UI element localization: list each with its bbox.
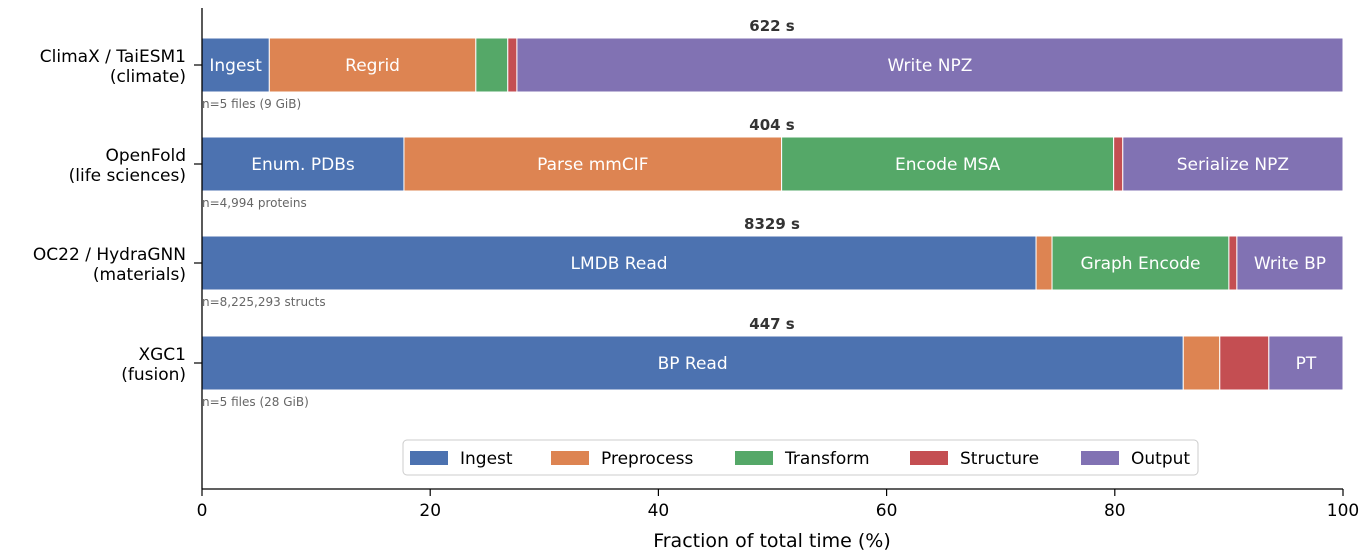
bars-layer [201, 37, 1344, 391]
category-label: (materials) [93, 265, 186, 285]
segment-label: Serialize NPZ [1177, 155, 1289, 175]
bar-segment-transform [1051, 235, 1230, 291]
total-time-label: 447 s [749, 315, 795, 333]
bar-segment-preprocess [1035, 235, 1053, 291]
bar-segment-output [1122, 136, 1344, 192]
sample-size-note: n=5 files (9 GiB) [202, 97, 301, 111]
segment-label: Ingest [209, 56, 262, 76]
segment-label: Write BP [1254, 254, 1326, 274]
bar-segment-transform [781, 136, 1115, 192]
legend-swatch-structure [910, 451, 948, 465]
x-axis-label: Fraction of total time (%) [653, 530, 891, 550]
bar-segment-output [1236, 235, 1344, 291]
bar-segment-output [516, 37, 1344, 93]
bar-segment-preprocess [268, 37, 477, 93]
segment-label: Write NPZ [888, 56, 973, 76]
total-time-label: 622 s [749, 17, 795, 35]
legend: Ingest Preprocess Transform Structure Output [402, 439, 1199, 476]
segment-label: Encode MSA [895, 155, 1001, 175]
x-tick-label: 80 [1104, 501, 1126, 521]
segment-label: Enum. PDBs [251, 155, 355, 175]
sample-size-note: n=4,994 proteins [202, 196, 307, 210]
legend-label: Structure [960, 449, 1039, 469]
x-tick-label: 40 [648, 501, 670, 521]
bar-segment-transform [475, 37, 509, 93]
legend-label: Preprocess [601, 449, 693, 469]
bar-segment-structure [1228, 235, 1238, 291]
legend-frame [402, 439, 1199, 476]
legend-label: Ingest [460, 449, 513, 469]
bar-segment-preprocess [403, 136, 783, 192]
bar-segment-structure [1113, 136, 1124, 192]
bar-segment-output [1268, 335, 1344, 391]
legend-swatch-ingest [410, 451, 448, 465]
x-tick-label: 0 [197, 501, 208, 521]
annotations-layer: Ingest Regrid Write NPZ 622 s n=5 files (9 G… [202, 17, 1326, 409]
segment-label: Graph Encode [1080, 254, 1200, 274]
legend-label: Output [1131, 449, 1190, 469]
category-label: OC22 / HydraGNN [33, 245, 186, 265]
category-label: ClimaX / TaiESM1 [40, 47, 186, 67]
segment-label: LMDB Read [571, 254, 668, 274]
sample-size-note: n=5 files (28 GiB) [202, 395, 309, 409]
legend-label: Transform [784, 449, 870, 469]
bar-segment-structure [1219, 335, 1270, 391]
x-tick-label: 60 [876, 501, 898, 521]
legend-swatch-preprocess [551, 451, 589, 465]
x-tick-label: 20 [419, 501, 441, 521]
category-label: (climate) [110, 67, 186, 87]
legend-swatch-transform [735, 451, 773, 465]
bar-segment-structure [507, 37, 518, 93]
category-label: OpenFold [106, 146, 187, 166]
sample-size-note: n=8,225,293 structs [202, 295, 326, 309]
segment-label: Parse mmCIF [537, 155, 648, 175]
bar-segment-ingest [201, 235, 1037, 291]
bar-segment-ingest [201, 136, 405, 192]
axes-layer: ClimaX / TaiESM1(climate) OpenFold(life s… [33, 8, 1359, 521]
category-label: XGC1 [138, 345, 186, 365]
category-label: (fusion) [121, 365, 186, 385]
segment-label: BP Read [658, 354, 728, 374]
legend-swatch-output [1081, 451, 1119, 465]
total-time-label: 8329 s [744, 215, 800, 233]
segment-label: PT [1296, 354, 1317, 374]
x-tick-label: 100 [1327, 501, 1359, 521]
category-label: (life sciences) [69, 166, 186, 186]
bar-segment-preprocess [1182, 335, 1221, 391]
segment-label: Regrid [345, 56, 400, 76]
total-time-label: 404 s [749, 116, 795, 134]
bar-segment-ingest [201, 37, 270, 93]
